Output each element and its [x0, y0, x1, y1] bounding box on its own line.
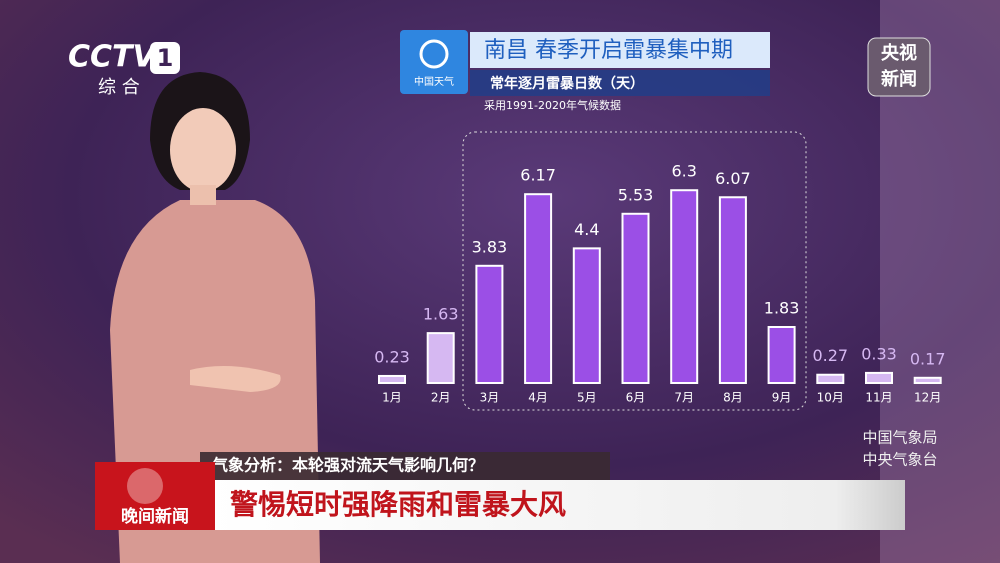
bar: [670, 189, 699, 384]
news-logo: [867, 37, 931, 97]
x-tick-label: 9月: [772, 391, 792, 405]
headline-bar: [210, 480, 905, 530]
x-tick-label: 10月: [817, 391, 844, 405]
channel-name: 综 合: [98, 77, 140, 98]
bar: [816, 373, 845, 385]
value-label: 0.33: [861, 344, 897, 363]
headline: 警惕短时强降雨和雷暴大风: [230, 488, 566, 521]
value-label: 0.23: [374, 347, 410, 366]
value-label: 3.83: [472, 237, 508, 256]
bar: [913, 376, 942, 385]
topic: 气象分析：本轮强对流天气影响几何？: [211, 456, 484, 475]
value-label: 5.53: [618, 185, 654, 204]
bar: [865, 371, 893, 385]
x-tick-label: 11月: [865, 391, 892, 405]
weather-logo-text: 中国天气: [414, 75, 454, 88]
value-label: 6.3: [671, 162, 696, 181]
value-label: 0.17: [910, 349, 946, 368]
weather-icon: [419, 39, 449, 69]
x-tick-label: 8月: [723, 391, 743, 405]
program: 晚间新闻: [121, 506, 189, 527]
x-tick-label: 7月: [674, 391, 694, 405]
bar: [378, 374, 406, 385]
highlight-box: [462, 131, 807, 411]
channel-number: 1: [157, 44, 174, 72]
x-tick-label: 2月: [431, 391, 451, 405]
bar: [475, 264, 504, 384]
weather-logo: [400, 30, 468, 94]
x-tick-label: 5月: [577, 391, 597, 405]
value-label: 1.63: [423, 305, 459, 324]
value-label: 6.17: [520, 166, 556, 185]
source-1: 中国气象局: [862, 429, 937, 447]
topic-bar: [200, 452, 610, 480]
x-tick-label: 1月: [382, 391, 402, 405]
title-box: [470, 32, 770, 68]
chart-title: 南昌 春季开启雷暴集中期: [484, 38, 733, 63]
source-2: 中央气象台: [862, 451, 937, 469]
bar: [524, 193, 553, 384]
bar: [621, 212, 650, 384]
value-label: 1.83: [764, 299, 800, 318]
bar: [767, 326, 796, 385]
channel-logo: CCTV: [68, 40, 158, 75]
x-tick-label: 3月: [480, 391, 500, 405]
value-label: 4.4: [574, 220, 599, 239]
bar: [718, 196, 747, 384]
chart-note: 采用1991-2020年气候数据: [484, 98, 621, 112]
channel-badge: [150, 42, 180, 74]
subtitle-box: [470, 70, 770, 96]
bar: [426, 332, 455, 385]
value-label: 0.27: [812, 346, 848, 365]
value-label: 6.07: [715, 169, 751, 188]
x-tick-label: 6月: [626, 391, 646, 405]
news-logo-bottom: 新闻: [881, 68, 917, 90]
x-tick-label: 4月: [528, 391, 548, 405]
bar: [572, 247, 601, 384]
x-tick-label: 12月: [914, 391, 941, 405]
news-logo-top: 央视: [881, 42, 917, 64]
program-globe: [127, 468, 163, 504]
plot: 0.23 1月 1.63 2月 3.83 3月 6.17 4月 4.4 5月 5.53 6月 6.3 7月…: [374, 162, 945, 405]
chart-subtitle: 常年逐月雷暴日数（天）: [490, 75, 644, 92]
